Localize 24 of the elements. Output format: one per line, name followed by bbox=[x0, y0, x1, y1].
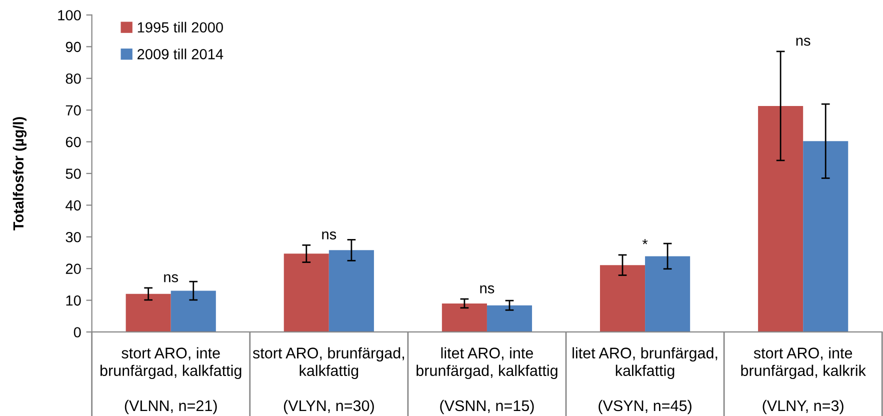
y-tick-label: 10 bbox=[66, 295, 81, 306]
annotation: ns bbox=[164, 274, 178, 282]
y-axis-title: Totalfosfor (µg/l) bbox=[12, 117, 27, 230]
y-tick-label: 40 bbox=[66, 200, 81, 211]
y-tick-label: 30 bbox=[66, 232, 81, 242]
y-tick-label: 100 bbox=[58, 10, 81, 20]
category-label: litet ARO, brunfärgad, kalkfattig (VSYN, n=45) bbox=[572, 347, 718, 414]
annotation: * bbox=[642, 239, 648, 244]
y-tick-label: 50 bbox=[66, 168, 81, 179]
y-tick-label: 70 bbox=[66, 105, 81, 116]
y-tick-label: 90 bbox=[66, 42, 81, 52]
annotation: ns bbox=[322, 231, 336, 240]
legend-label: 1995 till 2000 bbox=[138, 22, 223, 33]
category-label: stort ARO, brunfärgad, kalkfattig (VLYN, n=30) bbox=[252, 347, 404, 414]
y-tick-label: 0 bbox=[74, 327, 81, 338]
category-label: stort ARO, inte brunfärgad, kalkfattig (VLNN, n=21) bbox=[100, 347, 242, 414]
legend-label: 2009 till 2014 bbox=[138, 48, 224, 60]
annotation: ns bbox=[796, 38, 810, 46]
y-tick-label: 60 bbox=[66, 136, 81, 148]
y-tick-label: 20 bbox=[66, 264, 81, 274]
category-label: stort ARO, inte brunfärgad, kalkrik (VLNY, n=3) bbox=[741, 347, 866, 414]
category-label: litet ARO, inte brunfärgad, kalkfattig (VSNN, n=15) bbox=[416, 347, 558, 414]
y-tick-label: 80 bbox=[66, 73, 81, 84]
annotation: ns bbox=[480, 285, 494, 294]
